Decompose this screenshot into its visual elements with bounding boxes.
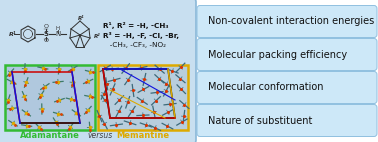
Text: R¹: R¹ — [9, 32, 17, 36]
Text: H: H — [56, 26, 60, 31]
FancyBboxPatch shape — [197, 6, 377, 37]
FancyBboxPatch shape — [197, 105, 377, 136]
FancyBboxPatch shape — [197, 72, 377, 104]
Text: Nature of substituent: Nature of substituent — [208, 115, 312, 126]
Text: R³ = -H, -F, -Cl, -Br,: R³ = -H, -F, -Cl, -Br, — [103, 32, 179, 39]
FancyBboxPatch shape — [0, 0, 196, 142]
Text: R²: R² — [94, 34, 101, 38]
Text: O: O — [43, 25, 48, 30]
Text: R¹: R¹ — [78, 15, 84, 20]
Text: -CH₃, -CF₃, -NO₂: -CH₃, -CF₃, -NO₂ — [103, 42, 166, 48]
Text: R¹, R² = -H, -CH₃: R¹, R² = -H, -CH₃ — [103, 22, 169, 29]
Text: Non-covalent interaction energies: Non-covalent interaction energies — [208, 16, 374, 27]
Text: N: N — [55, 31, 60, 37]
Text: O: O — [43, 38, 48, 43]
Text: versus: versus — [87, 131, 113, 140]
Text: Molecular packing efficiency: Molecular packing efficiency — [208, 50, 347, 59]
FancyBboxPatch shape — [98, 65, 188, 130]
FancyBboxPatch shape — [5, 65, 95, 130]
FancyBboxPatch shape — [197, 38, 377, 70]
Text: Molecular conformation: Molecular conformation — [208, 83, 324, 92]
Text: Memantine: Memantine — [116, 131, 170, 140]
Text: Adamantane: Adamantane — [20, 131, 80, 140]
Text: S: S — [43, 31, 48, 37]
